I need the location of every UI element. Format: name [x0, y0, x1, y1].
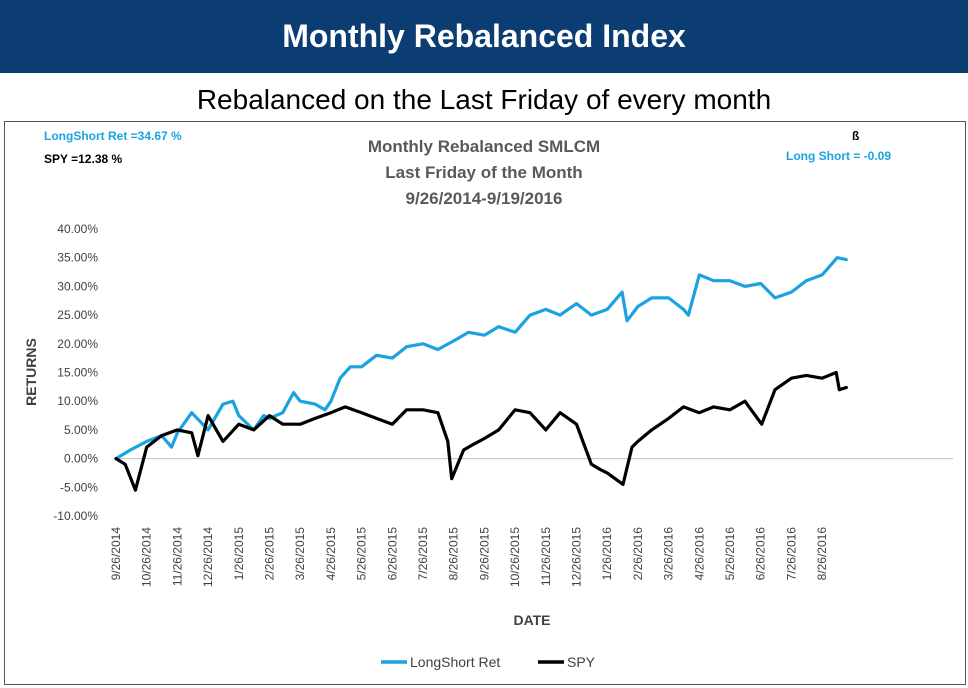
x-tick-label: 12/26/2014	[201, 527, 215, 587]
series-line-spy	[114, 370, 848, 492]
y-tick-label: 30.00%	[57, 279, 98, 293]
y-axis-title: RETURNS	[23, 338, 39, 406]
x-tick-label: 7/26/2016	[784, 527, 798, 581]
x-tick-label: 2/26/2016	[631, 527, 645, 581]
x-tick-label: 1/26/2015	[232, 527, 246, 581]
x-tick-label: 4/26/2016	[692, 527, 706, 581]
x-tick-label: 1/26/2016	[600, 527, 614, 581]
y-tick-label: 15.00%	[57, 366, 98, 380]
chart-title-line: Last Friday of the Month	[385, 163, 582, 182]
x-tick-label: 5/26/2016	[723, 527, 737, 581]
x-tick-label: 3/26/2015	[293, 527, 307, 581]
x-tick-label: 11/26/2014	[170, 527, 184, 586]
x-tick-label: 5/26/2015	[355, 527, 369, 581]
x-tick-label: 7/26/2015	[416, 527, 430, 581]
y-tick-label: 40.00%	[57, 222, 98, 236]
beta-symbol: ß	[852, 129, 860, 143]
y-tick-label: 25.00%	[57, 308, 98, 322]
spy-return-stat: SPY =12.38 %	[44, 152, 123, 166]
banner: Monthly Rebalanced Index	[0, 0, 968, 73]
x-tick-label: 8/26/2015	[447, 527, 461, 581]
x-tick-label: 9/26/2014	[109, 527, 123, 581]
x-axis-title: DATE	[513, 612, 550, 628]
x-tick-label: 4/26/2015	[324, 527, 338, 581]
chart-frame	[4, 121, 966, 685]
x-tick-label: 6/26/2016	[754, 527, 768, 581]
x-tick-label: 12/26/2015	[570, 527, 584, 587]
y-tick-label: 0.00%	[64, 452, 98, 466]
x-tick-label: 10/26/2015	[508, 527, 522, 587]
legend-label-spy: SPY	[567, 654, 596, 670]
y-tick-label: -10.00%	[53, 509, 98, 523]
series-line-longshort-ret	[114, 256, 848, 461]
chart-title-line: Monthly Rebalanced SMLCM	[368, 137, 600, 156]
banner-title: Monthly Rebalanced Index	[282, 18, 686, 54]
x-tick-label: 8/26/2016	[815, 527, 829, 581]
y-tick-label: 35.00%	[57, 251, 98, 265]
beta-longshort-stat: Long Short = -0.09	[786, 149, 892, 163]
x-tick-label: 3/26/2016	[662, 527, 676, 581]
chart-title-line: 9/26/2014-9/19/2016	[406, 189, 563, 208]
legend-label-longshort-ret: LongShort Ret	[410, 654, 500, 670]
y-tick-label: 20.00%	[57, 337, 98, 351]
y-tick-label: -5.00%	[60, 480, 98, 494]
x-tick-label: 9/26/2015	[477, 527, 491, 581]
y-tick-label: 5.00%	[64, 423, 98, 437]
page-subtitle: Rebalanced on the Last Friday of every m…	[196, 84, 772, 115]
x-tick-label: 2/26/2015	[263, 527, 277, 581]
x-tick-label: 11/26/2015	[539, 527, 553, 586]
longshort-return-stat: LongShort Ret =34.67 %	[44, 129, 182, 143]
y-tick-label: 10.00%	[57, 394, 98, 408]
x-tick-label: 6/26/2015	[385, 527, 399, 581]
x-tick-label: 10/26/2014	[140, 527, 154, 587]
